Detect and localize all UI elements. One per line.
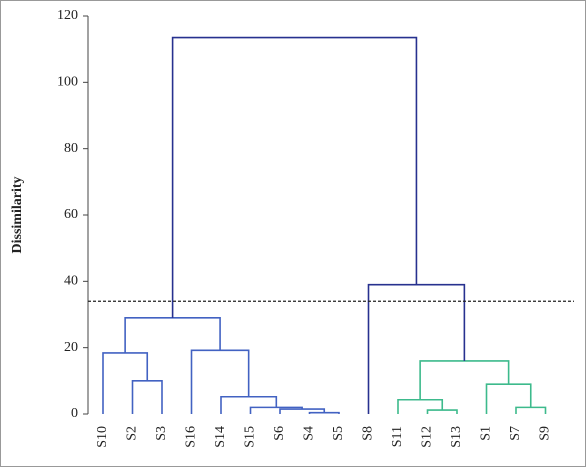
leaf-label: S14 bbox=[213, 426, 228, 448]
leaf-label: S2 bbox=[125, 426, 140, 441]
leaf-label: S16 bbox=[184, 426, 199, 448]
leaf-label: S3 bbox=[154, 426, 169, 441]
leaf-label: S1 bbox=[479, 426, 494, 441]
leaf-label: S6 bbox=[272, 426, 287, 441]
dendrogram-link bbox=[249, 406, 303, 414]
leaf-label: S7 bbox=[508, 426, 523, 441]
dendrogram-link bbox=[171, 36, 418, 318]
y-axis-label: Dissimilarity bbox=[10, 177, 25, 254]
leaf-label: S9 bbox=[538, 426, 553, 441]
y-tick-label: 40 bbox=[64, 274, 78, 289]
y-tick-label: 0 bbox=[71, 406, 78, 421]
leaf-label: S13 bbox=[449, 426, 464, 448]
leaf-label: S8 bbox=[361, 426, 376, 441]
y-tick-label: 100 bbox=[57, 75, 78, 90]
y-tick-label: 20 bbox=[64, 340, 78, 355]
leaf-label: S15 bbox=[243, 426, 258, 448]
leaf-label: S11 bbox=[390, 426, 405, 447]
dendrogram-link bbox=[515, 406, 547, 414]
leaf-label: S5 bbox=[331, 426, 346, 441]
leaf-label: S12 bbox=[420, 426, 435, 448]
y-tick-label: 80 bbox=[64, 141, 78, 156]
leaf-label: S4 bbox=[302, 426, 317, 441]
y-tick-label: 60 bbox=[64, 207, 78, 222]
y-tick-label: 120 bbox=[57, 8, 78, 23]
dendrogram-link bbox=[124, 317, 221, 353]
leaf-label: S10 bbox=[95, 426, 110, 448]
